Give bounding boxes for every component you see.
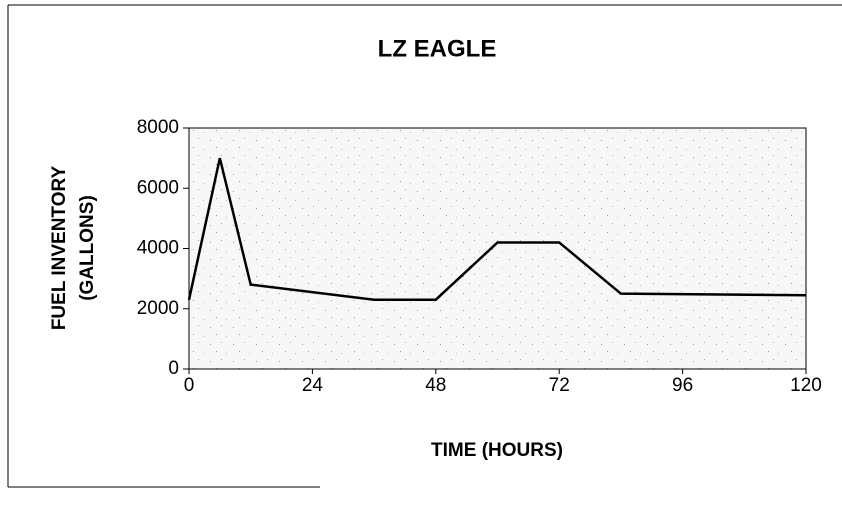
x-tick-label: 24	[302, 375, 324, 396]
y-axis-label: FUEL INVENTORY	[49, 166, 70, 331]
x-tick-label: 0	[184, 375, 195, 396]
data-line	[187, 157, 807, 301]
frame	[7, 4, 842, 488]
x-tick-label: 96	[672, 375, 693, 396]
x-tick-label: 72	[549, 375, 570, 396]
y-tick-label: 6000	[137, 177, 179, 198]
chart-title: LZ EAGLE	[378, 35, 497, 62]
x-axis-label: TIME (HOURS)	[431, 440, 563, 461]
x-tick-label: 120	[790, 375, 822, 396]
y-tick-label: 2000	[137, 298, 179, 319]
y-tick-label: 4000	[137, 238, 179, 259]
y-tick-label: 0	[168, 358, 179, 379]
x-tick-label: 48	[425, 375, 446, 396]
y-tick-label: 8000	[137, 117, 179, 138]
y-axis-label: (GALLONS)	[77, 195, 98, 301]
plot-area	[188, 127, 807, 370]
